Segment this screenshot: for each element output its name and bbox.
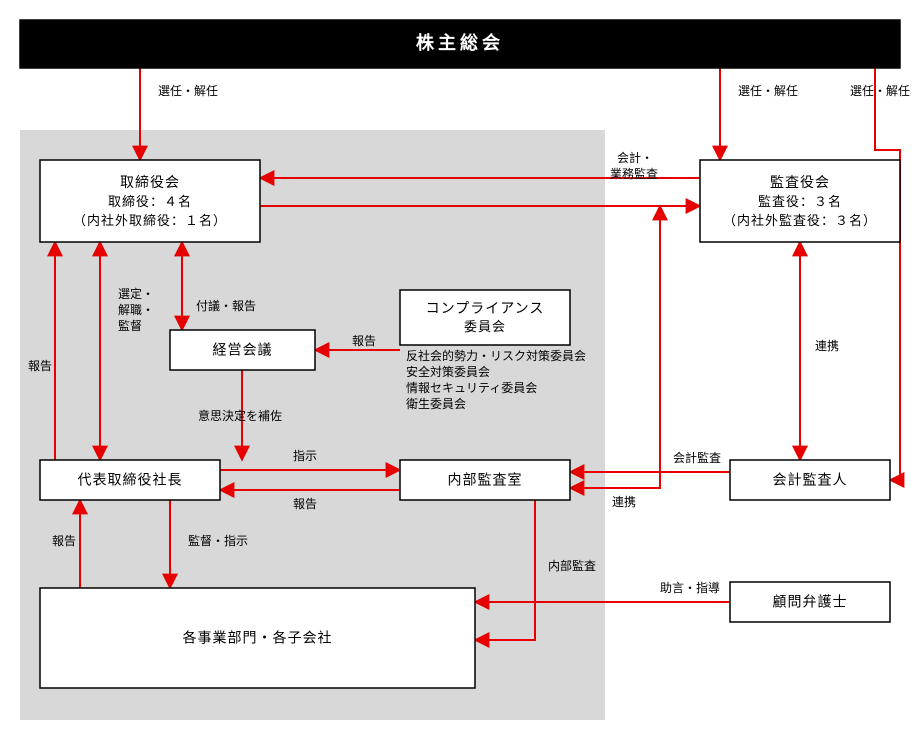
node-label: 監査役：３名: [758, 194, 842, 209]
edge-label: 解職・: [118, 303, 154, 317]
edge-label: 連携: [612, 494, 636, 509]
edge-label: 連携: [815, 338, 839, 353]
node-compliance: [400, 290, 570, 345]
edge-label: 付議・報告: [196, 299, 256, 313]
edge-label: 選任・解任: [850, 84, 910, 98]
edge-label: 選任・解任: [158, 84, 218, 98]
node-label: 内部監査室: [448, 472, 523, 488]
committee-list-item: 衛生委員会: [406, 397, 466, 411]
edge-label: 報告: [52, 534, 76, 548]
node-label: （内社外監査役：３名）: [723, 213, 877, 228]
committee-list-item: 情報セキュリティ委員会: [406, 381, 537, 395]
edge-label: 会計・: [617, 150, 653, 165]
edge-label: 会計監査: [673, 450, 721, 465]
node-label: 監査役会: [770, 174, 830, 190]
node-label: 各事業部門・各子会社: [183, 630, 333, 646]
edge-label: 意思決定を補佐: [198, 408, 282, 423]
node-label: 代表取締役社長: [78, 472, 183, 488]
node-label: 顧問弁護士: [773, 594, 848, 610]
edge-label: 報告: [352, 334, 376, 348]
edge-label: 選任・解任: [738, 84, 798, 98]
node-label: （内社外取締役：１名）: [73, 213, 227, 228]
node-label: 株主総会: [416, 32, 504, 53]
edge-label: 監督・指示: [188, 533, 248, 548]
node-label: 取締役：４名: [108, 194, 192, 209]
governance-diagram: 選任・解任 選任・解任 選任・解任会計・業務監査選定・解職・監督 付議・報告意思決定を…: [0, 0, 920, 739]
node-label: 会計監査人: [773, 472, 848, 488]
edge-label: 報告: [28, 359, 52, 373]
node-label: 委員会: [464, 319, 506, 334]
edge-label: 報告: [293, 497, 317, 511]
edge-label: 助言・指導: [660, 580, 720, 595]
node-label: コンプライアンス: [426, 300, 545, 316]
edge-label: 指示: [293, 448, 317, 463]
edge-label: 選定・: [118, 286, 154, 301]
node-label: 取締役会: [120, 174, 180, 190]
edge-label: 内部監査: [548, 558, 596, 573]
node-label: 経営会議: [213, 342, 273, 358]
committee-list-item: 反社会的勢力・リスク対策委員会: [406, 348, 586, 363]
edge-label: 業務監査: [610, 166, 658, 181]
edge-label: 監督: [118, 318, 142, 333]
committee-list-item: 安全対策委員会: [406, 364, 490, 379]
edge: [875, 68, 900, 480]
